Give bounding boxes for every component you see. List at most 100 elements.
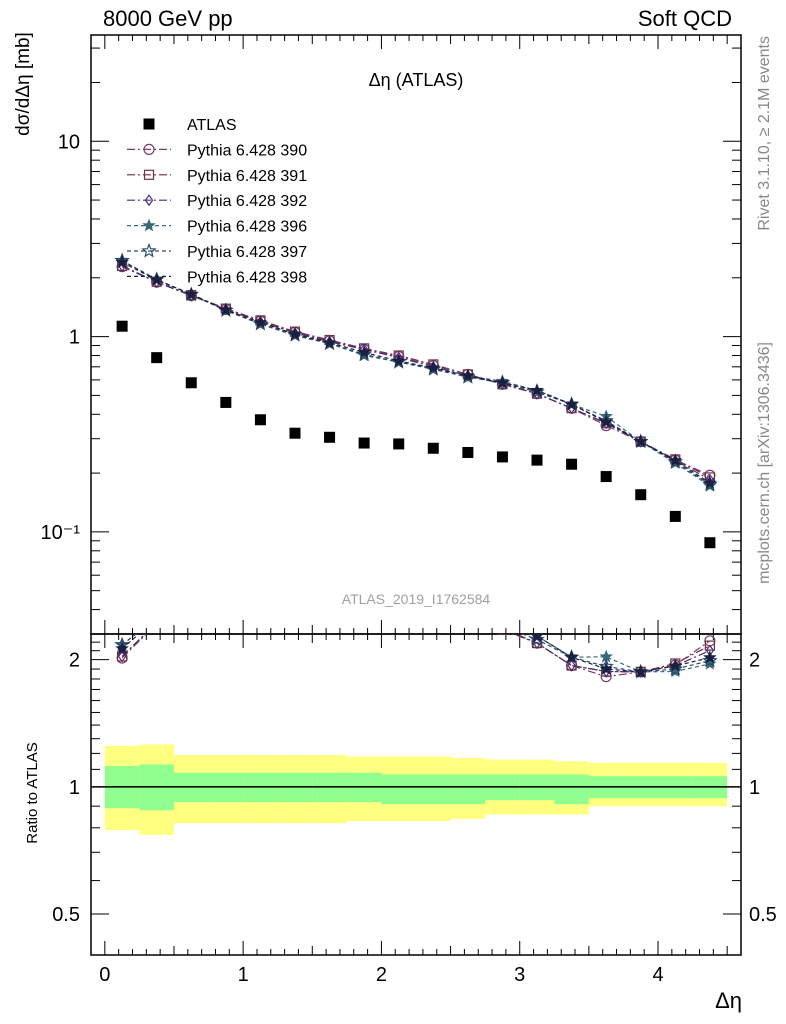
main-panel-series [114, 252, 718, 549]
ratio-point-0 [325, 573, 335, 583]
data-point [600, 471, 612, 483]
ratio-point-4 [289, 568, 301, 580]
data-point [185, 377, 197, 389]
ratio-point-3 [428, 607, 439, 618]
series-point-5 [149, 272, 164, 286]
ratio-point-2 [464, 616, 471, 626]
y-axis-label: dσ/dΔη [mb] [13, 32, 34, 136]
data-point [531, 454, 543, 466]
legend-label-3: Pythia 6.428 396 [187, 219, 307, 236]
ratio-point-5 [151, 613, 162, 624]
ratio-point-5 [428, 607, 439, 618]
ratio-point-4 [151, 611, 163, 623]
data-point [289, 427, 301, 439]
legend-label-2: Pythia 6.428 392 [187, 193, 307, 210]
ratio-point-5 [462, 615, 473, 626]
legend: ATLAS Pythia 6.428 390 Pythia 6.428 391 Pyt… [127, 117, 307, 286]
legend-marker-1 [143, 169, 155, 180]
data-point [116, 320, 128, 332]
legend-marker-4 [141, 242, 157, 258]
series-point-5 [633, 434, 648, 448]
x-tick-label: 1 [238, 964, 249, 986]
series-line-0 [121, 266, 711, 476]
x-axis-label: Δη [715, 988, 742, 1013]
ratio-point-3 [497, 617, 508, 628]
ratio-point-2 [117, 650, 127, 663]
ratio-point-5 [115, 641, 129, 655]
ratio-line-0 [121, 634, 711, 678]
ratio-point-3 [186, 590, 197, 601]
data-point [669, 510, 681, 522]
legend-label-5: Pythia 6.428 398 [187, 269, 307, 286]
analysis-watermark: ATLAS_2019_I1762584 [342, 591, 491, 607]
ratio-point-2 [430, 606, 437, 616]
ratio-point-1 [360, 578, 369, 587]
legend-label-1: Pythia 6.428 391 [187, 168, 307, 185]
series-point-5 [599, 415, 613, 428]
ratio-point-0 [463, 613, 473, 623]
ratio-tick-label: 0.5 [52, 904, 80, 926]
y-tick-label: 10 [58, 131, 80, 153]
series-point-5 [322, 335, 337, 349]
series-point-5 [219, 302, 233, 316]
category-label: Soft QCD [637, 6, 732, 31]
ratio-point-4 [462, 617, 474, 629]
series-point-5 [426, 360, 441, 374]
series-point-5 [253, 315, 268, 329]
chart-title: Δη (ATLAS) [369, 70, 464, 90]
ratio-point-1 [497, 634, 508, 635]
ratio-point-4 [427, 610, 439, 622]
data-point [220, 396, 232, 408]
ratio-point-5 [255, 571, 266, 582]
series-point-5 [184, 287, 199, 300]
ratio-point-2 [361, 579, 368, 589]
ratio-point-5 [668, 658, 683, 672]
data-point [496, 451, 508, 463]
data-point [358, 437, 370, 449]
data-point [566, 458, 578, 470]
series-point-5 [703, 475, 717, 489]
ratio-point-3 [462, 615, 473, 626]
x-tick-label: 2 [376, 964, 387, 986]
ratio-point-5 [186, 589, 197, 600]
data-point [254, 414, 266, 426]
ratio-point-0 [359, 579, 369, 589]
axis-ticks: 0 1 2 3 4 10⁻¹ 1 10 0.5 0.5 1 1 2 2 [41, 35, 777, 986]
ratio-point-2 [188, 593, 195, 603]
x-tick-label: 0 [99, 964, 110, 986]
stat-uncertainty-band [450, 774, 486, 805]
ratio-panel-series [114, 568, 718, 683]
series-point-5 [564, 397, 579, 411]
ratio-point-3 [220, 582, 231, 593]
ratio-point-4 [254, 573, 266, 585]
x-tick-label: 3 [514, 964, 525, 986]
ratio-point-2 [222, 580, 229, 590]
ratio-point-5 [220, 581, 231, 592]
ratio-point-3 [255, 574, 266, 585]
ratio-point-1 [152, 618, 161, 627]
ratio-point-1 [187, 593, 196, 602]
series-point-5 [495, 375, 510, 389]
y-tick-label: 1 [69, 327, 80, 349]
ratio-line-2 [121, 634, 711, 673]
x-tick-label: 4 [652, 964, 663, 986]
legend-marker-0 [143, 143, 155, 155]
data-point [462, 446, 474, 458]
series-point-5 [115, 255, 129, 269]
ratio-point-1 [463, 613, 472, 622]
ratio-tick-label: 1 [69, 777, 80, 799]
series-line-1 [121, 265, 711, 478]
ratio-uncertainty-bands [91, 744, 741, 835]
ratio-point-3 [151, 612, 162, 623]
energy-label: 8000 GeV pp [103, 6, 233, 31]
ratio-point-1 [221, 579, 230, 588]
ratio-point-1 [325, 572, 334, 581]
series-point-4 [356, 346, 372, 362]
stat-uncertainty-band [416, 774, 451, 805]
series-point-5 [530, 383, 544, 397]
ratio-point-5 [599, 661, 613, 675]
ratio-point-4 [220, 581, 232, 593]
axis-labels: Δη (ATLAS) ATLAS_2019_I1762584 Δη Ratio … [13, 32, 742, 1013]
ratio-point-4 [323, 578, 335, 590]
